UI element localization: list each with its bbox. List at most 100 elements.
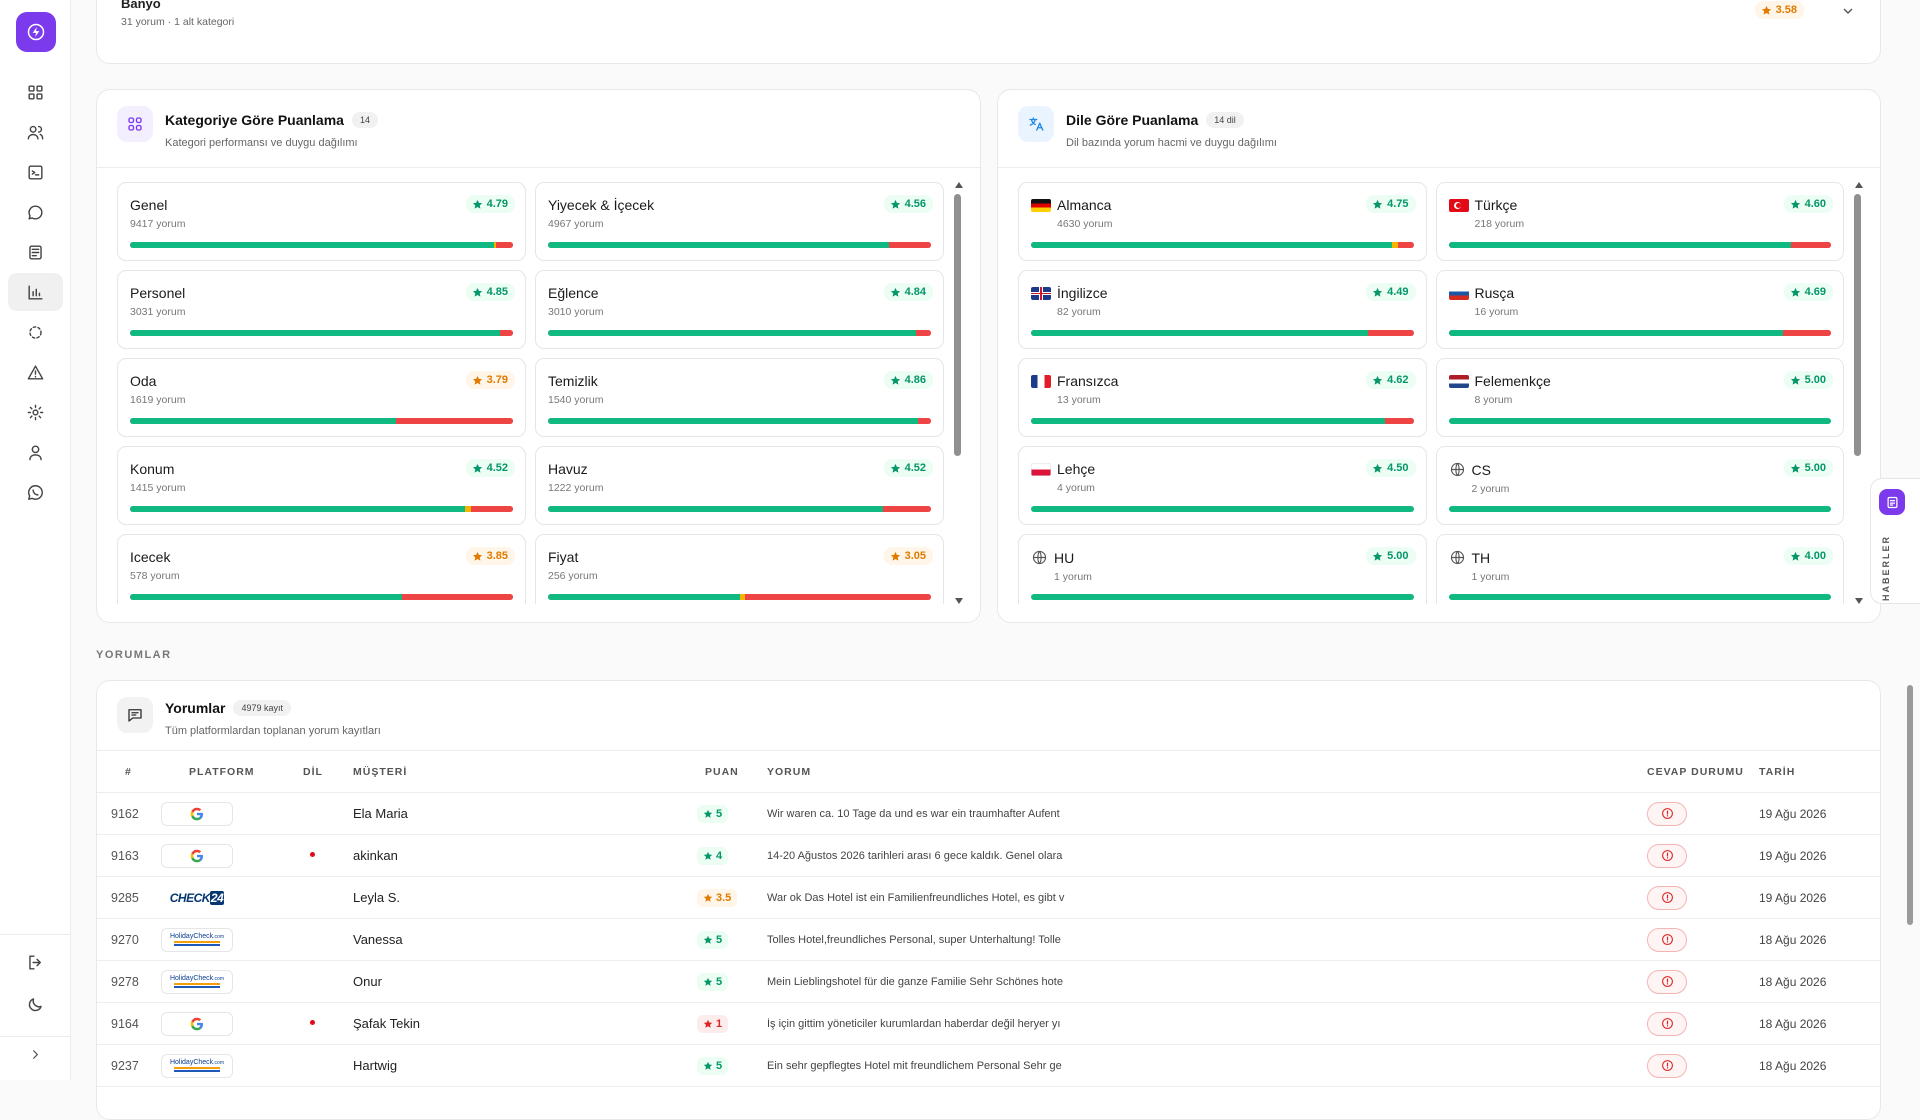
newspaper-icon — [1887, 496, 1897, 508]
score-badge: 5.00 — [1366, 547, 1416, 565]
negative-segment — [1783, 330, 1831, 336]
reply-status-badge[interactable] — [1647, 1053, 1687, 1078]
nav-whatsapp[interactable] — [8, 473, 63, 511]
expand-chevron[interactable] — [1840, 3, 1856, 19]
chevron-right-icon — [33, 1049, 38, 1059]
app-logo[interactable] — [16, 12, 56, 52]
nav-users[interactable] — [8, 113, 63, 151]
review-cell[interactable]: 14-20 Ağustos 2026 tarihleri arası 6 gec… — [767, 834, 1647, 877]
tile-name: Havuz — [548, 461, 588, 477]
nav-chat[interactable] — [8, 193, 63, 231]
review-row[interactable]: 9163 akinkan 4 14-20 Ağustos 2026 tarihleri… — [97, 834, 1880, 877]
review-row[interactable]: 9237 HolidayCheck.com Hartwig 5 Ein sehr gep… — [97, 1044, 1880, 1087]
review-cell[interactable]: Mein Lieblingshotel für die ganze Famili… — [767, 960, 1647, 1003]
language-tile[interactable]: Türkçe 218 yorum 4.60 — [1435, 182, 1844, 261]
review-id: 9164 — [97, 1002, 161, 1045]
category-tile[interactable]: Genel 9417 yorum 4.79 — [117, 182, 526, 261]
review-row[interactable]: 9270 HolidayCheck.com Vanessa 5 Tolles Hotel… — [97, 918, 1880, 961]
review-row[interactable]: 9162 Ela Maria 5 Wir waren ca. 10 Tage da u… — [97, 792, 1880, 835]
category-tile[interactable]: Konum 1415 yorum 4.52 — [117, 446, 526, 525]
language-tile[interactable]: TH 1 yorum 4.00 — [1435, 534, 1844, 604]
language-tile[interactable]: Fransızca 13 yorum 4.62 — [1018, 358, 1427, 437]
score-badge: 4.85 — [465, 283, 515, 301]
reply-status-badge[interactable] — [1647, 969, 1687, 994]
category-tile[interactable]: Fiyat 256 yorum 3.05 — [535, 534, 944, 604]
reply-status-badge[interactable] — [1647, 927, 1687, 952]
category-tile[interactable]: Personel 3031 yorum 4.85 — [117, 270, 526, 349]
star-icon — [703, 1019, 713, 1028]
reply-status-badge[interactable] — [1647, 885, 1687, 910]
category-tile[interactable]: Eğlence 3010 yorum 4.84 — [535, 270, 944, 349]
language-tile[interactable]: HU 1 yorum 5.00 — [1018, 534, 1427, 604]
category-tile[interactable]: Icecek 578 yorum 3.85 — [117, 534, 526, 604]
category-scrollbar[interactable] — [952, 182, 966, 604]
language-tile[interactable]: Lehçe 4 yorum 4.50 — [1018, 446, 1427, 525]
review-row[interactable]: 9164 Şafak Tekin 1 İş için gittim yöneticil… — [97, 1002, 1880, 1045]
star-icon — [1790, 199, 1800, 209]
expand-sidebar-button[interactable] — [8, 1036, 63, 1072]
review-cell[interactable]: Wir waren ca. 10 Tage da und es war ein … — [767, 792, 1647, 835]
tile-name: Yiyecek & İçecek — [548, 197, 655, 213]
review-cell[interactable]: İş için gittim yöneticiler kurumlardan h… — [767, 1002, 1647, 1045]
nav-terminal[interactable] — [8, 153, 63, 191]
sentiment-bar — [1031, 330, 1414, 336]
review-text: War ok Das Hotel ist ein Familienfreundl… — [767, 891, 1065, 904]
language-cell — [303, 876, 353, 919]
review-cell[interactable]: War ok Das Hotel ist ein Familienfreundl… — [767, 876, 1647, 919]
nav-profile[interactable] — [8, 433, 63, 471]
score-cell: 5 — [697, 792, 767, 835]
star-icon — [703, 935, 713, 944]
grid-icon — [128, 117, 142, 131]
platform-google — [161, 801, 233, 826]
platform-cell — [161, 1002, 303, 1045]
positive-segment — [1031, 330, 1368, 336]
nav-news[interactable] — [8, 233, 63, 271]
nav-dashboard[interactable] — [8, 73, 63, 111]
score-badge: 4.84 — [883, 283, 933, 301]
column-header: PUAN — [697, 750, 767, 793]
nav-alerts[interactable] — [8, 353, 63, 391]
page-scrollbar[interactable] — [1907, 685, 1913, 925]
review-cell[interactable]: Tolles Hotel,freundliches Personal, supe… — [767, 918, 1647, 961]
logout-button[interactable] — [8, 943, 63, 981]
language-tile[interactable]: İngilizce 82 yorum 4.49 — [1018, 270, 1427, 349]
category-tile[interactable]: Temizlik 1540 yorum 4.86 — [535, 358, 944, 437]
score-value: 4.00 — [1804, 550, 1826, 562]
star-icon — [1790, 287, 1800, 297]
language-scrollbar[interactable] — [1852, 182, 1866, 604]
positive-segment — [130, 242, 494, 248]
neutral-segment — [1392, 242, 1399, 248]
score-value: 3.5 — [716, 891, 732, 904]
news-side-tab[interactable]: HABERLER — [1870, 478, 1920, 604]
star-icon — [472, 199, 482, 209]
language-tile[interactable]: Almanca 4630 yorum 4.75 — [1018, 182, 1427, 261]
category-tile[interactable]: Yiyecek & İçecek 4967 yorum 4.56 — [535, 182, 944, 261]
nav-loading[interactable] — [8, 313, 63, 351]
category-tile[interactable]: Oda 1619 yorum 3.79 — [117, 358, 526, 437]
theme-toggle[interactable] — [8, 985, 63, 1023]
review-cell[interactable]: Ein sehr gepflegtes Hotel mit freundlich… — [767, 1044, 1647, 1087]
customer-name: akinkan — [353, 834, 697, 877]
negative-segment — [396, 418, 513, 424]
score-value: 4 — [716, 849, 723, 862]
tile-name: Rusça — [1474, 285, 1515, 301]
reply-status-badge[interactable] — [1647, 801, 1687, 826]
review-date: 19 Ağu 2026 — [1759, 792, 1880, 835]
review-row[interactable]: 9278 HolidayCheck.com Onur 5 Mein Lieblingsh… — [97, 960, 1880, 1003]
language-tile[interactable]: CS 2 yorum 5.00 — [1435, 446, 1844, 525]
tile-title: Felemenkçe — [1448, 373, 1832, 389]
language-tile[interactable]: Felemenkçe 8 yorum 5.00 — [1435, 358, 1844, 437]
star-icon — [472, 375, 482, 385]
nav-settings[interactable] — [8, 393, 63, 431]
reply-status-badge[interactable] — [1647, 843, 1687, 868]
sentiment-bar — [130, 506, 513, 512]
customer-name: Vanessa — [353, 918, 697, 961]
nav-reports[interactable] — [8, 273, 63, 311]
language-tile[interactable]: Rusça 16 yorum 4.69 — [1435, 270, 1844, 349]
tile-title: Konum — [130, 461, 513, 477]
star-icon — [472, 463, 482, 473]
review-row[interactable]: 9285 CHECK24 Leyla S. 3.5 War ok Das Hotel i… — [97, 876, 1880, 919]
reply-status-badge[interactable] — [1647, 1011, 1687, 1036]
column-header: # — [97, 750, 161, 793]
category-tile[interactable]: Havuz 1222 yorum 4.52 — [535, 446, 944, 525]
